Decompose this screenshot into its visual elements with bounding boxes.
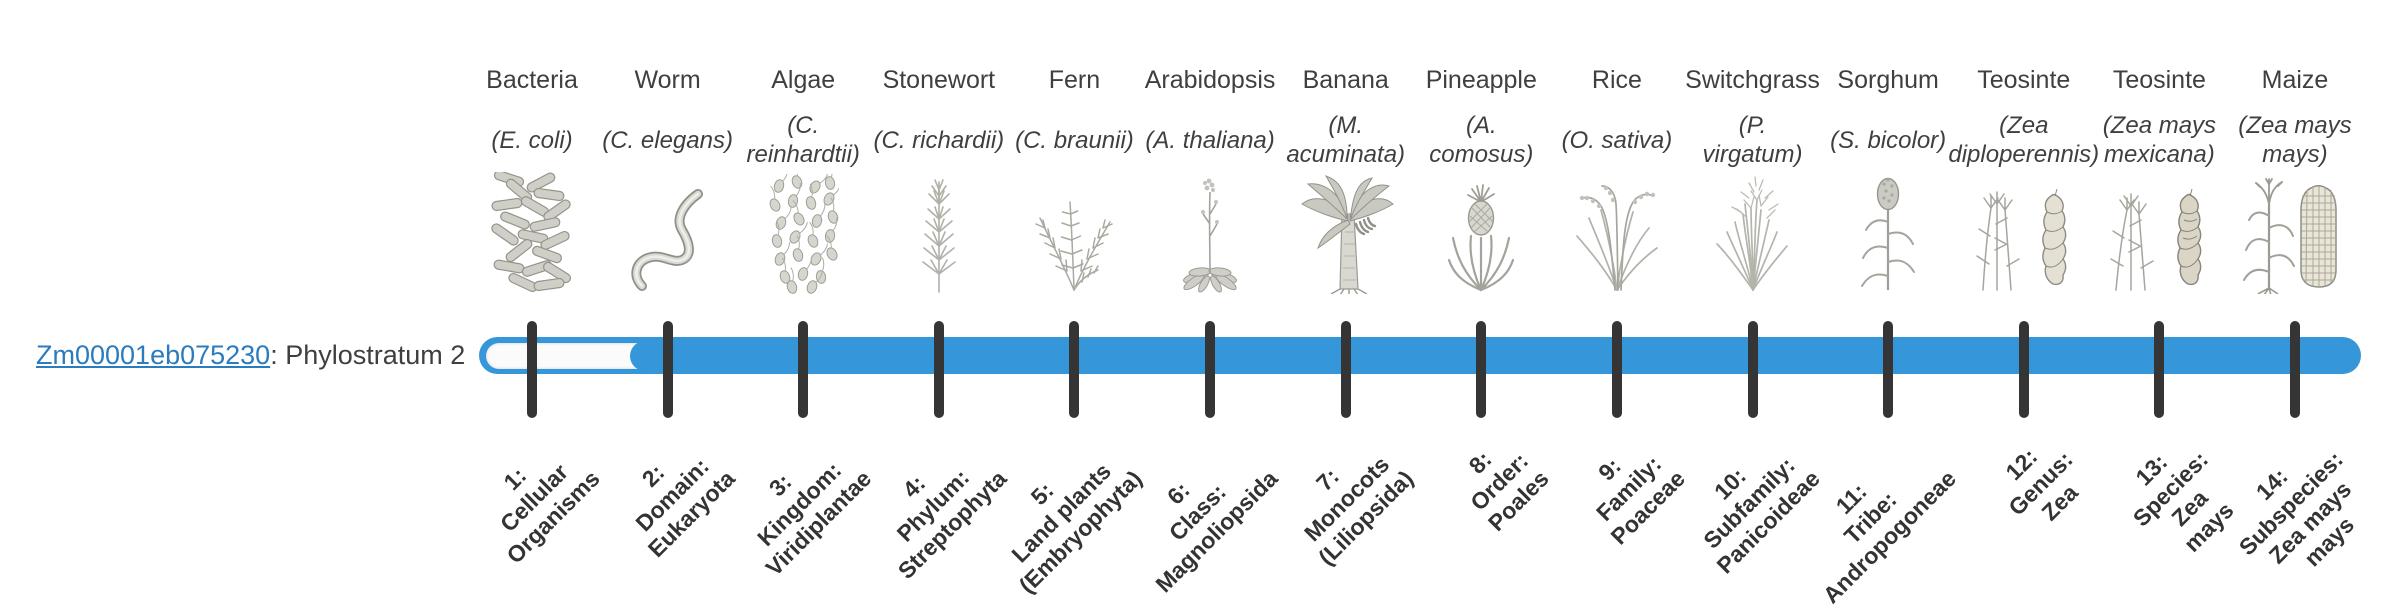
timeline-tick [1883,321,1894,418]
timeline-tick [1069,321,1080,418]
organism-name: Pineapple [1425,66,1537,94]
phylostratum-label: 6: Class: Magnoliopsida [1150,465,1283,598]
timeline-tick [1747,321,1758,418]
rice-icon [1551,172,1683,294]
timeline-tick [2018,321,2029,418]
organism-name: Stonewort [882,66,996,94]
organism-species: (C. braunii) [1015,126,1134,154]
phylostratum-label: 8: Order: Poales [1463,445,1554,537]
timeline-tick [662,321,673,418]
phylostratum-label: 7: Monocots (Liliopsida) [1299,451,1419,571]
organism-species: (Zea mays mexicana) [2102,112,2217,168]
teosinte-diploperennis-icon [1958,172,2090,294]
organism-species: (C. elegans) [602,126,733,154]
phylostratum-label: 12: Genus: Zea [1999,443,2083,526]
organism-species: (M. acuminata) [1286,112,1406,168]
organism-species: (O. sativa) [1561,126,1673,154]
worm-icon [602,172,734,294]
fern-icon [1008,172,1140,294]
organism-name: Teosinte [2112,66,2206,94]
timeline-tick [2154,321,2165,418]
timeline-tick [1205,321,1216,418]
organism-name: Teosinte [1977,66,2071,94]
organism-name: Algae [771,66,836,94]
phylostratum-label: 3: Kingdom: Viridiplantae [751,456,876,581]
organism-species: (E. coli) [491,126,573,154]
gene-row-label: Zm00001eb075230: Phylostratum 2 [36,340,465,370]
organism-species: (C. reinhardtii) [746,112,860,168]
timeline-tick [2289,321,2300,418]
phylostratum-label: 13: Species: Zea mays [2127,446,2239,557]
switchgrass-icon [1687,172,1819,294]
timeline-tick [527,321,537,418]
phylostratum-label: 5: Land plants (Embryophyta) [1006,457,1148,599]
organism-species: (Zea mays mays) [2238,112,2352,168]
timeline-fill [630,340,2356,371]
organism-species: (C. richardii) [873,126,1005,154]
teosinte-mexicana-icon [2093,172,2225,294]
gene-id-link[interactable]: Zm00001eb075230 [36,340,271,370]
phylostratum-label: 11: Tribe: Andropogoneae [1817,465,1961,609]
timeline-tick [933,321,944,418]
organism-name: Banana [1302,66,1389,94]
bacteria-icon [466,172,598,294]
algae-icon [737,172,869,294]
phylostratum-label: 2: Domain: Eukaryota [630,452,741,563]
organism-species: (S. bicolor) [1830,126,1947,154]
organism-species: (A. thaliana) [1145,126,1275,154]
stonewort-icon [873,172,1005,294]
timeline-tick [1611,321,1622,418]
phylostratum-label: 14: Subspecies: Zea mays mays [2234,446,2360,572]
timeline-tick [1476,321,1487,418]
banana-icon [1280,172,1412,294]
organism-name: Switchgrass [1685,66,1820,94]
arabidopsis-icon [1144,172,1276,294]
pineapple-icon [1415,172,1547,294]
organism-name: Bacteria [486,66,578,94]
phylostratum-text: : Phylostratum 2 [270,340,466,370]
timeline-tick [1340,321,1351,418]
timeline-tick [798,321,809,418]
phylostratum-label: 4: Phylum: Streptophyta [891,464,1012,584]
phylostratum-label: 1: Cellular Organisms [494,458,605,569]
maize-icon [2229,172,2361,294]
organism-name: Maize [2261,66,2329,94]
organism-species: (A. comosus) [1429,112,1534,168]
organism-name: Rice [1591,66,1642,94]
phylostratum-label: 9: Family: Poaceae [1590,450,1690,550]
sorghum-icon [1822,172,1954,294]
organism-name: Arabidopsis [1144,66,1276,94]
organism-name: Worm [634,66,701,94]
organism-name: Sorghum [1837,66,1939,94]
organism-species: (Zea diploperennis) [1948,112,2100,168]
organism-name: Fern [1048,66,1101,94]
organism-species: (P. virgatum) [1702,112,1803,168]
